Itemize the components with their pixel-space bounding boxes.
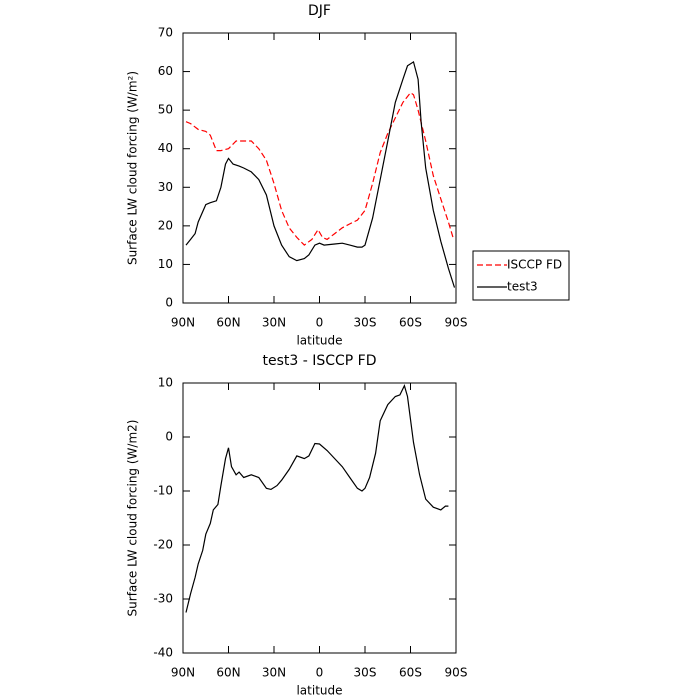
x-tick-label: 90N (171, 316, 195, 330)
chart-title: DJF (308, 3, 331, 19)
x-axis-label: latitude (296, 684, 342, 698)
x-tick-label: 90N (171, 666, 195, 680)
y-tick-label: 30 (158, 180, 173, 194)
y-tick-label: 60 (158, 64, 173, 78)
y-tick-label: -10 (153, 484, 173, 498)
x-tick-label: 90S (445, 316, 468, 330)
x-tick-label: 30S (354, 666, 377, 680)
y-tick-label: -20 (153, 538, 173, 552)
x-tick-label: 60N (216, 316, 240, 330)
y-tick-label: 40 (158, 141, 173, 155)
y-tick-label: 50 (158, 103, 173, 117)
data-line (185, 92, 454, 246)
y-tick-label: 10 (158, 257, 173, 271)
chart-title: test3 - ISCCP FD (262, 353, 376, 369)
x-tick-label: 0 (316, 316, 324, 330)
y-tick-label: 20 (158, 218, 173, 232)
legend-label: ISCCP FD (507, 258, 562, 272)
x-tick-label: 30S (354, 316, 377, 330)
y-tick-label: 70 (158, 26, 173, 40)
x-axis-label: latitude (296, 334, 342, 348)
data-line (185, 60, 456, 288)
x-tick-label: 30N (262, 666, 286, 680)
y-tick-label: -30 (153, 592, 173, 606)
y-tick-label: 0 (165, 296, 173, 310)
y-tick-label: 10 (158, 376, 173, 390)
x-tick-label: 90S (445, 666, 468, 680)
legend-label: test3 (507, 280, 538, 294)
y-tick-label: -40 (153, 646, 173, 660)
plot-frame (182, 32, 457, 304)
y-axis-label: Surface LW cloud forcing (W/m²) (126, 71, 140, 265)
x-tick-label: 0 (316, 666, 324, 680)
y-tick-label: 0 (165, 430, 173, 444)
x-tick-label: 60S (399, 666, 422, 680)
legend-box (472, 250, 570, 301)
x-tick-label: 30N (262, 316, 286, 330)
data-line (185, 384, 449, 613)
x-tick-label: 60N (216, 666, 240, 680)
y-axis-label: Surface LW cloud forcing (W/m2) (126, 420, 140, 617)
plot-frame (182, 382, 457, 654)
x-tick-label: 60S (399, 316, 422, 330)
